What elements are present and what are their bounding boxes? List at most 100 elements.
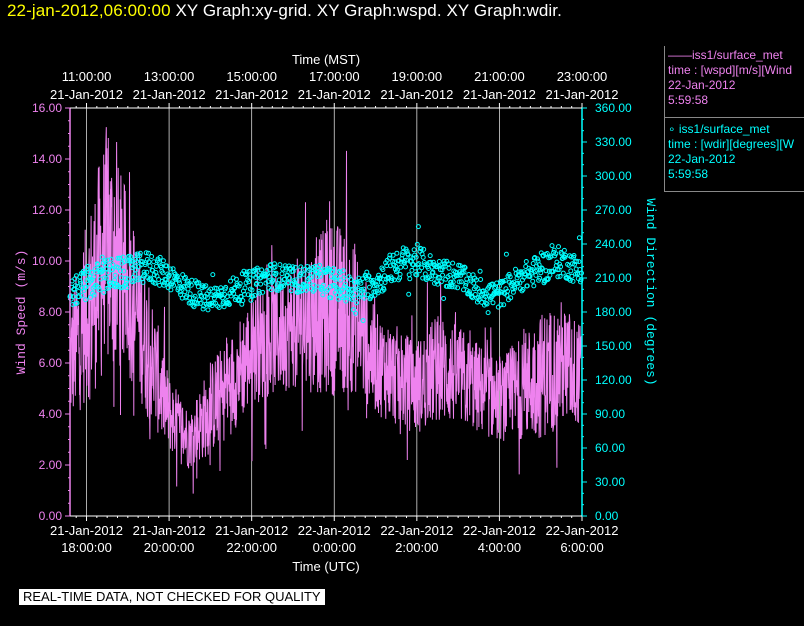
y-left-tick-label: 4.00 <box>39 407 63 421</box>
y-left-tick-label: 14.00 <box>32 152 62 166</box>
wdir-point <box>244 271 250 277</box>
wdir-point <box>171 282 177 288</box>
wdir-point <box>571 253 577 258</box>
wdir-point <box>375 290 381 296</box>
wdir-point <box>400 245 406 251</box>
y-right-tick-label: 240.00 <box>595 237 632 251</box>
x-tick-label-date: 21-Jan-2012 <box>50 523 123 538</box>
wdir-point <box>341 275 347 281</box>
wdir-point <box>128 254 134 260</box>
wdir-point <box>496 283 502 289</box>
wdir-point <box>557 273 563 279</box>
wdir-point <box>342 281 348 287</box>
page-header: 22-jan-2012,06:00:00 XY Graph:xy-grid. X… <box>7 1 562 21</box>
wdir-point <box>182 274 188 280</box>
wdir-point <box>438 279 444 285</box>
y-right-tick-label: 60.00 <box>595 441 625 455</box>
y-left-tick-label: 12.00 <box>32 203 62 217</box>
wdir-point <box>191 304 197 310</box>
wdir-point <box>298 270 304 276</box>
wdir-point <box>394 267 400 273</box>
wdir-point <box>399 252 405 258</box>
x-tick-label-date: 22-Jan-2012 <box>546 523 619 538</box>
wdir-point <box>281 283 287 289</box>
wdir-point <box>441 258 447 264</box>
wdir-point <box>176 277 182 283</box>
wdir-point <box>435 281 441 287</box>
wdir-point <box>398 264 404 270</box>
wdir-point <box>444 283 450 289</box>
wdir-point <box>462 265 468 271</box>
top-tick-label-date: 21-Jan-2012 <box>133 87 206 102</box>
wdir-point <box>517 280 523 286</box>
y-right-tick-label: 210.00 <box>595 271 632 285</box>
legend-wdir[interactable]: ∘ iss1/surface_met time : [wdir][degrees… <box>666 122 804 182</box>
wdir-point <box>348 277 354 282</box>
wdir-point <box>421 246 427 252</box>
legend-wspd[interactable]: ——iss1/surface_met time : [wspd][m/s][Wi… <box>666 48 804 108</box>
x-tick-label-date: 21-Jan-2012 <box>215 523 288 538</box>
wdir-point <box>389 278 394 284</box>
wdir-point <box>570 278 576 284</box>
wdir-point <box>576 259 582 265</box>
wdir-point <box>351 293 357 299</box>
wdir-point <box>210 300 216 306</box>
wdir-point <box>161 282 167 288</box>
wdir-point <box>74 300 80 306</box>
wdir-point <box>340 268 346 274</box>
wdir-point <box>415 224 421 230</box>
wdir-point <box>105 270 111 276</box>
x-tick-label-date: 22-Jan-2012 <box>463 523 536 538</box>
top-tick-label-time: 17:00:00 <box>309 69 360 84</box>
wdir-point <box>175 285 181 291</box>
x-tick-label-time: 0:00:00 <box>313 540 356 555</box>
wdir-point <box>567 277 573 283</box>
wdir-point <box>434 279 440 285</box>
wdir-point <box>240 298 246 304</box>
wdir-point <box>320 282 326 288</box>
wdir-point <box>101 275 107 281</box>
wdir-point <box>268 287 274 293</box>
wdir-point <box>318 273 324 279</box>
wdir-point <box>456 279 462 285</box>
wdir-point <box>259 267 265 273</box>
wdir-point <box>292 264 298 270</box>
wdir-point <box>260 289 266 295</box>
wdir-point <box>512 285 518 291</box>
wdir-point <box>492 285 498 291</box>
wdir-point <box>414 272 420 278</box>
wdir-point <box>118 268 123 274</box>
wdir-point <box>510 289 516 295</box>
y-right-tick-label: 30.00 <box>595 475 625 489</box>
wdir-point <box>177 280 182 286</box>
wdir-point <box>430 269 436 275</box>
wdir-point <box>91 274 97 280</box>
wdir-point <box>390 252 396 258</box>
wdir-point <box>89 269 94 275</box>
wdir-point <box>78 280 84 286</box>
wdir-point <box>515 280 521 286</box>
wdir-point <box>317 262 323 268</box>
wdir-point <box>535 256 540 262</box>
x-tick-label-time: 18:00:00 <box>61 540 112 555</box>
wdir-point <box>228 278 233 284</box>
top-tick-label-time: 11:00:00 <box>62 69 112 84</box>
quality-note: REAL-TIME DATA, NOT CHECKED FOR QUALITY <box>19 589 325 605</box>
wdir-point <box>544 251 550 256</box>
wdir-point <box>102 258 108 264</box>
wdir-point <box>490 300 496 306</box>
wdir-point <box>166 272 172 278</box>
wdir-point <box>211 295 217 301</box>
wdir-point <box>520 287 526 292</box>
wdir-point <box>228 293 234 299</box>
wdir-point <box>135 253 141 259</box>
wdir-point <box>157 254 163 260</box>
wdir-point <box>272 264 278 270</box>
y-left-tick-label: 0.00 <box>39 509 63 523</box>
wdir-point <box>209 303 215 309</box>
x-tick-label-time: 6:00:00 <box>560 540 603 555</box>
wdir-point <box>85 263 91 269</box>
wdir-point <box>149 254 155 259</box>
wdir-point <box>216 305 222 310</box>
wdir-point <box>374 283 379 288</box>
